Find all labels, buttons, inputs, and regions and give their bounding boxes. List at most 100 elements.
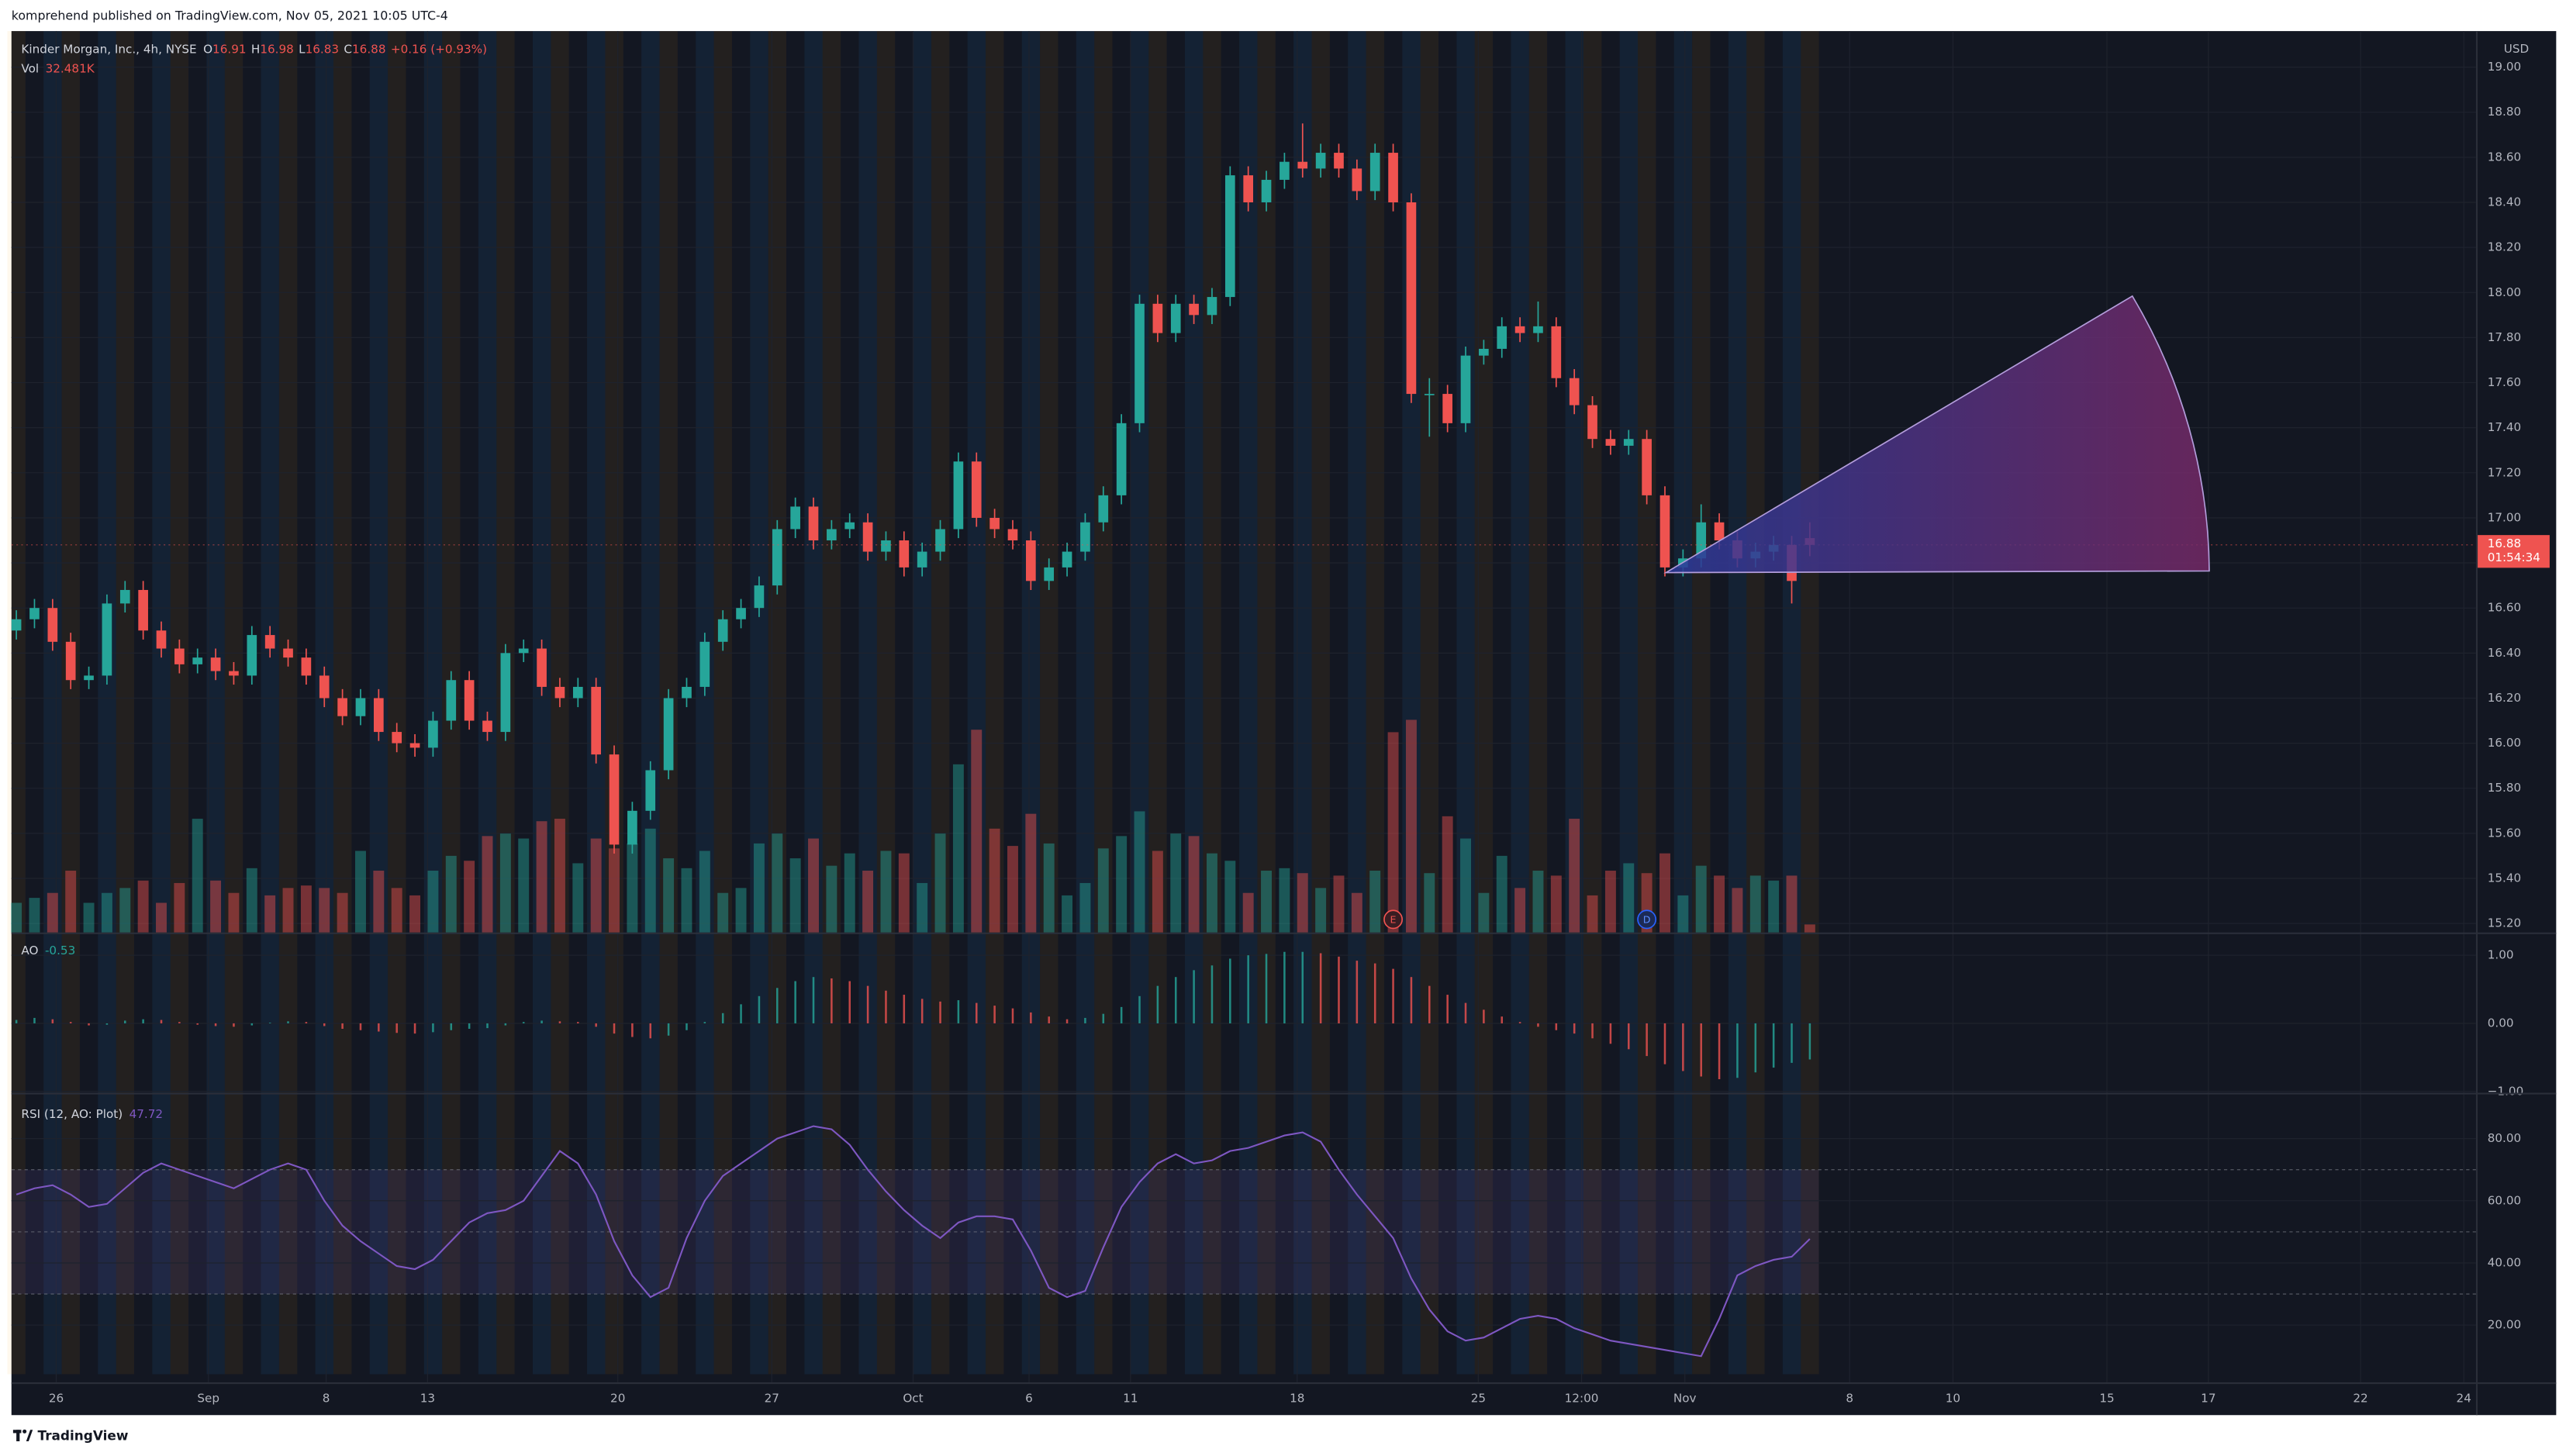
session-stripe (1148, 31, 1167, 1375)
candle-body (337, 698, 347, 716)
y-tick-label: 80.00 (2488, 1131, 2521, 1145)
y-tick-label: 15.40 (2488, 871, 2521, 885)
candle-body (1514, 326, 1525, 333)
candle-body (29, 608, 40, 619)
session-stripe (605, 31, 623, 1375)
volume-bar (11, 902, 22, 933)
candle-body (682, 686, 692, 699)
volume-bar (1387, 732, 1399, 933)
session-stripe (1673, 31, 1693, 1375)
candle-body (1315, 153, 1326, 169)
candle-body (1152, 303, 1163, 333)
volume-bar (1695, 865, 1707, 933)
publisher: komprehend published on TradingView.com,… (12, 9, 448, 23)
volume-bar (300, 885, 312, 933)
volume-bar (101, 892, 112, 933)
volume-bar (735, 888, 747, 933)
candle-body (192, 657, 203, 664)
y-tick-label: 15.60 (2488, 826, 2521, 840)
volume-bar (1659, 853, 1670, 933)
volume-bar (1043, 843, 1055, 933)
candle-body (1134, 303, 1145, 423)
volume-bar (627, 843, 638, 933)
session-stripe (1528, 31, 1548, 1375)
session-stripe (876, 31, 896, 1375)
candle-body (645, 770, 656, 811)
session-stripe (1638, 31, 1656, 1375)
y-tick-label: 18.20 (2488, 240, 2521, 254)
x-tick-label: 20 (610, 1392, 625, 1406)
volume-bar (1007, 846, 1018, 933)
legend-key: L (299, 42, 306, 56)
session-stripe (1728, 31, 1747, 1375)
session-stripe (713, 31, 732, 1375)
candle-body (1062, 551, 1072, 568)
volume-name: Vol (21, 61, 39, 75)
volume-bar (1170, 833, 1182, 933)
candle-body (464, 680, 475, 721)
candle-body (156, 630, 167, 649)
candle-body (1533, 326, 1543, 333)
candle-body (862, 522, 873, 552)
session-stripe (986, 31, 1004, 1375)
x-tick-label: 10 (1946, 1392, 1960, 1406)
session-stripe (1619, 31, 1639, 1375)
session-stripe (1239, 31, 1258, 1375)
session-stripe (278, 31, 298, 1375)
volume-bar (1496, 855, 1507, 933)
legend-change: +0.16 (+0.93%) (391, 42, 487, 56)
ao-legend: AO -0.53 (21, 943, 75, 957)
candle-body (1170, 303, 1181, 333)
session-stripe (1040, 31, 1059, 1375)
volume-bar (1532, 871, 1544, 933)
volume-bar (1424, 873, 1435, 933)
candle-body (1243, 175, 1254, 202)
volume-bar (572, 863, 584, 933)
candle-body (1479, 348, 1489, 356)
candle-body (699, 641, 710, 687)
volume-bar (1062, 895, 1073, 933)
candle-body (808, 506, 819, 541)
volume-bar (1079, 882, 1091, 933)
candle-body (1189, 303, 1199, 316)
volume-bar (409, 895, 421, 933)
candle-body (518, 648, 529, 654)
volume-bar (952, 764, 964, 933)
logo-part (22, 1429, 27, 1434)
x-tick-label: Sep (197, 1392, 219, 1406)
session-stripe (696, 31, 714, 1375)
session-stripe (1474, 31, 1494, 1375)
session-stripe (1076, 31, 1095, 1375)
volume-bar (681, 868, 692, 933)
last-price-label: 16.88 (2488, 537, 2521, 550)
volume-bar (1550, 875, 1562, 933)
session-stripe (261, 31, 279, 1375)
legend-high: 16.98 (260, 42, 293, 56)
volume-bar (482, 836, 493, 933)
candle-body (247, 635, 257, 676)
session-stripe (478, 31, 497, 1375)
y-tick-label: 18.80 (2488, 105, 2521, 119)
candle-body (989, 517, 1000, 530)
session-stripe (206, 31, 225, 1375)
volume-bar (1116, 836, 1128, 933)
session-stripe (1094, 31, 1113, 1375)
session-stripe (43, 31, 62, 1375)
volume-bar (65, 871, 77, 933)
y-tick-label: 17.40 (2488, 420, 2521, 434)
volume-bar (1279, 868, 1290, 933)
session-stripe (1801, 31, 1819, 1375)
candle-body (1388, 153, 1398, 202)
x-tick-label: 12:00 (1565, 1392, 1599, 1406)
x-tick-label: 17 (2201, 1392, 2215, 1406)
volume-bar (1025, 813, 1037, 933)
volume-bar (753, 843, 765, 933)
volume-bar (609, 848, 620, 933)
volume-bar (717, 892, 729, 933)
candle-body (1224, 175, 1235, 298)
candle-body (264, 635, 275, 649)
volume-bar (1261, 871, 1273, 933)
volume-bar (210, 880, 222, 933)
session-stripe (224, 31, 243, 1375)
volume-bar (1315, 888, 1327, 933)
